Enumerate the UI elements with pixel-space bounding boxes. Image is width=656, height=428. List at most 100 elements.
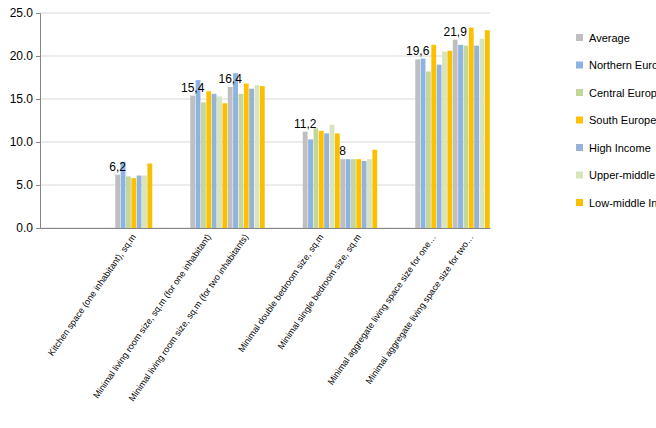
y-tick-label: 5.0 — [16, 178, 33, 192]
data-labels: 6,2 15,4 16,4 11,2 8 19,6 21,9 — [109, 25, 467, 174]
bar — [206, 91, 211, 228]
data-label: 6,2 — [109, 160, 126, 174]
bar — [474, 46, 479, 228]
bar — [201, 102, 206, 228]
legend-item: High Income — [576, 142, 651, 154]
legend-label: South Europe — [589, 114, 656, 126]
y-axis-line — [36, 14, 41, 229]
bar — [249, 89, 254, 228]
legend-item: Upper-middle Income — [576, 169, 656, 181]
bar — [308, 139, 313, 228]
y-tick: 0.0 — [16, 221, 40, 235]
bar — [340, 159, 345, 228]
data-label: 16,4 — [218, 72, 242, 86]
legend-swatch — [576, 172, 583, 179]
x-tick: Minimal single bedroom size, sq.m — [276, 232, 363, 351]
y-tick-mark — [36, 13, 40, 14]
bar — [356, 159, 361, 228]
legend-swatch — [576, 34, 583, 41]
bar — [319, 131, 324, 228]
legend-label: Central Europe — [589, 87, 656, 99]
y-tick: 15.0 — [10, 92, 40, 106]
x-tick-label: Minimal aggregate living space size for … — [364, 232, 476, 386]
legend-swatch — [576, 117, 583, 124]
bar — [442, 52, 447, 228]
y-tick-mark — [36, 185, 40, 186]
bar — [190, 96, 195, 228]
x-tick: Minimal living room size, sq.m (for two … — [127, 232, 251, 403]
bar — [244, 84, 249, 228]
y-axis: 0.0 5.0 10.0 15.0 20.0 25.0 — [10, 6, 41, 235]
y-tick-label: 0.0 — [16, 221, 33, 235]
bar — [217, 96, 222, 228]
bar — [431, 45, 436, 228]
bar — [480, 39, 485, 228]
bar — [212, 94, 217, 228]
bar — [421, 59, 426, 228]
x-axis-line — [41, 228, 491, 229]
bar — [453, 40, 458, 228]
bar — [303, 132, 308, 228]
bar — [362, 161, 367, 228]
bar — [313, 128, 318, 228]
grid — [40, 13, 490, 228]
legend-item: Northern Europe — [576, 59, 656, 71]
bar — [222, 103, 227, 228]
legend-item: Central Europe — [576, 87, 656, 99]
data-label: 15,4 — [181, 81, 205, 95]
bar — [415, 59, 420, 228]
bar — [330, 125, 335, 228]
bar — [463, 46, 468, 228]
x-tick: Minimal aggregate living space size for … — [364, 232, 476, 386]
bar — [196, 80, 201, 228]
bar — [115, 175, 120, 228]
bar — [126, 176, 131, 228]
bar — [131, 178, 136, 228]
bar — [437, 65, 442, 228]
bar — [426, 71, 431, 228]
legend-swatch — [576, 89, 583, 96]
bar — [233, 73, 238, 228]
data-label: 19,6 — [406, 44, 430, 58]
y-tick-mark — [36, 142, 40, 143]
legend-item: South Europe — [576, 114, 656, 126]
grid-line — [40, 13, 490, 14]
legend-item: Low-middle Income — [576, 197, 656, 209]
y-tick-label: 15.0 — [10, 92, 34, 106]
legend-item: Average — [576, 32, 630, 44]
legend-swatch — [576, 199, 583, 206]
bar — [238, 94, 243, 228]
bar — [142, 176, 147, 228]
y-tick-label: 25.0 — [10, 6, 34, 20]
y-tick: 5.0 — [16, 178, 40, 192]
legend-label: Upper-middle Income — [589, 169, 656, 181]
data-label: 8 — [339, 144, 346, 158]
bar — [447, 51, 452, 228]
legend: Average Northern Europe Central Europe Sout… — [576, 32, 656, 209]
x-tick-label: Minimal living room size, sq.m (for two … — [127, 232, 251, 403]
bar — [137, 176, 142, 228]
bar — [367, 159, 372, 228]
legend-label: Northern Europe — [589, 59, 656, 71]
bar — [147, 164, 152, 229]
bar — [458, 45, 463, 228]
legend-label: High Income — [589, 142, 651, 154]
y-tick-label: 20.0 — [10, 49, 34, 63]
x-tick-label: Kitchen space (one inhabitant), sq.m — [46, 232, 138, 357]
y-tick-mark — [36, 228, 40, 229]
bar — [346, 159, 351, 228]
bar — [324, 133, 329, 228]
legend-swatch — [576, 62, 583, 69]
bar — [260, 86, 265, 228]
bar — [469, 28, 474, 228]
bar — [228, 87, 233, 228]
legend-label: Average — [589, 32, 630, 44]
y-tick-mark — [36, 99, 40, 100]
y-tick-label: 10.0 — [10, 135, 34, 149]
bar — [372, 150, 377, 228]
legend-swatch — [576, 144, 583, 151]
y-tick-mark — [36, 56, 40, 57]
data-label: 11,2 — [294, 117, 317, 131]
chart: 0.0 5.0 10.0 15.0 20.0 25.0 Kitchen space (one… — [0, 0, 656, 428]
data-label: 21,9 — [443, 25, 467, 39]
